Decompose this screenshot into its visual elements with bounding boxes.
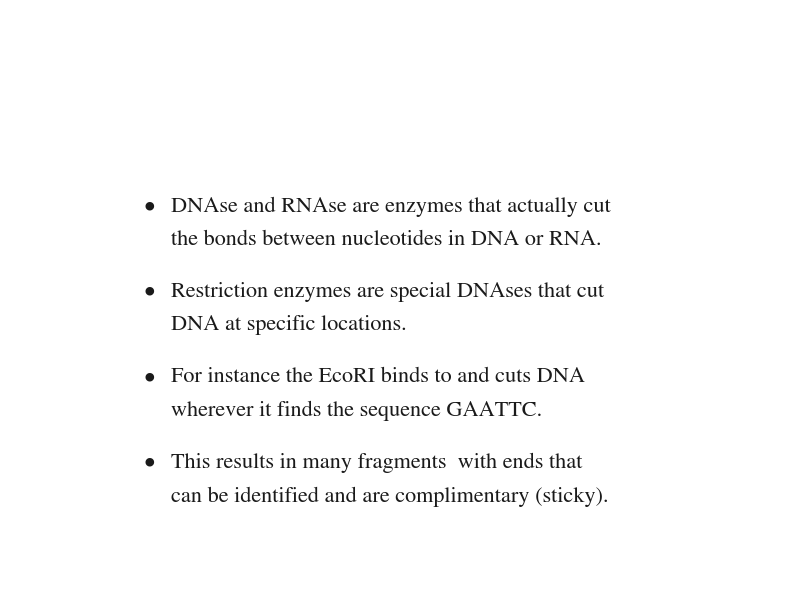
Text: the bonds between nucleotides in DNA or RNA.: the bonds between nucleotides in DNA or … xyxy=(171,230,602,250)
Text: can be identified and are complimentary (sticky).: can be identified and are complimentary … xyxy=(171,487,609,506)
Text: •: • xyxy=(143,282,155,302)
Text: •: • xyxy=(143,197,155,217)
Text: This results in many fragments  with ends that: This results in many fragments with ends… xyxy=(171,453,582,473)
Text: wherever it finds the sequence GAATTC.: wherever it finds the sequence GAATTC. xyxy=(171,401,542,421)
Text: •: • xyxy=(143,453,155,473)
Text: For instance the EcoRI binds to and cuts DNA: For instance the EcoRI binds to and cuts… xyxy=(171,368,586,388)
Text: DNAse and RNAse are enzymes that actually cut: DNAse and RNAse are enzymes that actuall… xyxy=(171,197,611,217)
Text: •: • xyxy=(143,368,155,388)
Text: Restriction enzymes are special DNAses that cut: Restriction enzymes are special DNAses t… xyxy=(171,282,605,302)
Text: DNA at specific locations.: DNA at specific locations. xyxy=(171,316,407,335)
